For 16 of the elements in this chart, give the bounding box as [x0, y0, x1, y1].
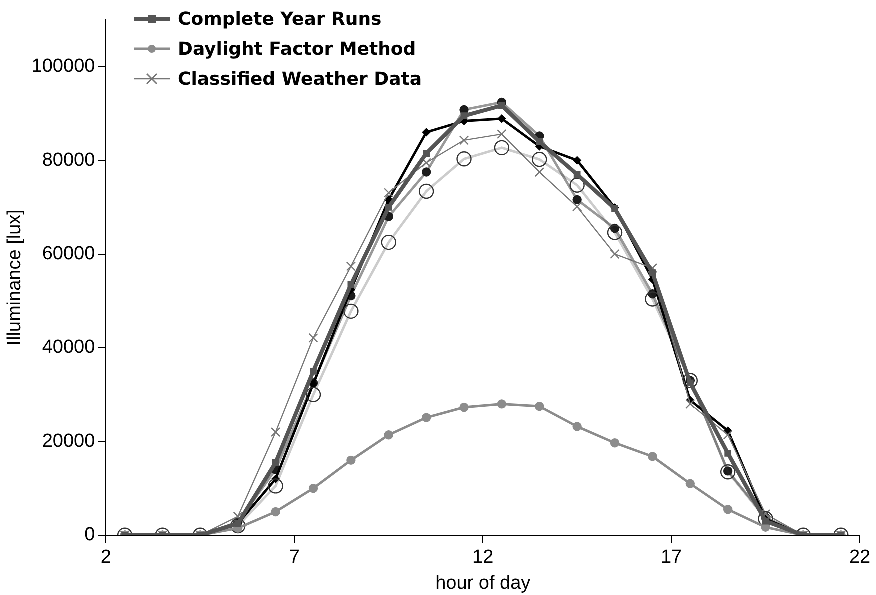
y-tick-label: 40000 — [42, 337, 96, 358]
legend-label: Daylight Factor Method — [178, 38, 416, 60]
x-tick-label: 7 — [289, 547, 300, 568]
x-tick-label: 17 — [660, 547, 682, 568]
x-axis-title: hour of day — [436, 572, 532, 594]
x-tick-label: 22 — [849, 547, 871, 568]
y-tick-label: 100000 — [32, 56, 96, 78]
legend-label: Complete Year Runs — [178, 8, 382, 30]
x-tick-label: 2 — [100, 547, 112, 568]
x-tick-label: 12 — [472, 547, 494, 568]
y-axis-title: Illuminance [lux] — [4, 210, 26, 346]
legend-label: Classified Weather Data — [178, 68, 422, 90]
y-tick-label: 20000 — [42, 430, 96, 452]
y-tick-label: 80000 — [42, 150, 96, 171]
y-tick-label: 60000 — [42, 244, 96, 265]
y-tick-label: 0 — [84, 524, 96, 546]
